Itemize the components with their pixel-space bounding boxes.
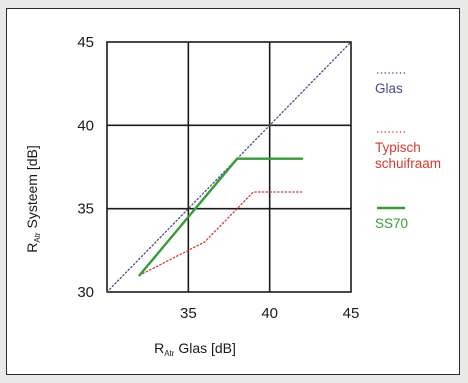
legend-label-glas: Glas xyxy=(375,81,403,96)
legend-label-typisch-schuifraam: schuifraam xyxy=(375,156,441,171)
x-tick-label: 40 xyxy=(261,305,278,322)
y-axis-label-sub: Atr xyxy=(33,232,42,243)
y-axis-label: RAtr Systeem [dB] xyxy=(24,145,42,253)
y-tick-label: 40 xyxy=(77,117,94,134)
series-line-ss70 xyxy=(140,159,303,276)
y-tick-label: 45 xyxy=(77,34,94,51)
x-axis-label-rest: Glas [dB] xyxy=(174,340,235,356)
legend-label-ss70: SS70 xyxy=(375,216,408,231)
x-axis-label: RAtr Glas [dB] xyxy=(154,340,236,358)
x-tick-label: 45 xyxy=(343,305,360,322)
y-tick-label: 30 xyxy=(77,284,94,301)
y-axis-label-main: R xyxy=(24,243,40,253)
series-lines xyxy=(107,42,351,292)
chart-frame: 35 40 45 30 35 40 45 RAtr Glas [dB] RAtr Syste… xyxy=(6,8,460,375)
legend-label-typisch-schuifraam: Typisch xyxy=(375,140,421,155)
x-axis-label-main: R xyxy=(154,340,164,356)
y-tick-label: 35 xyxy=(77,201,94,218)
x-tick-label: 35 xyxy=(180,305,197,322)
y-axis-label-rest: Systeem [dB] xyxy=(24,145,40,232)
x-axis-label-sub: Atr xyxy=(164,349,175,358)
